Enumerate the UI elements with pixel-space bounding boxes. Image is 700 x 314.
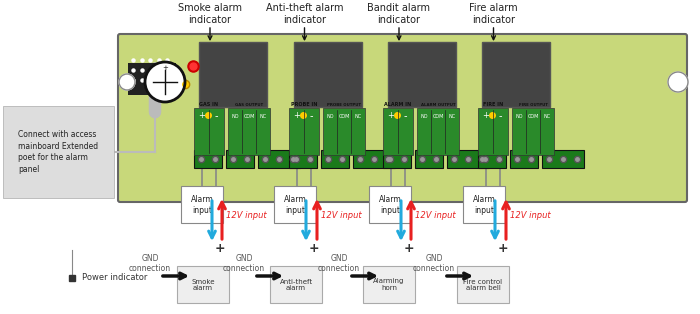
Text: Alarm
input: Alarm input	[379, 195, 401, 215]
Text: GND
connection: GND connection	[129, 254, 171, 273]
Text: NC: NC	[449, 113, 456, 118]
Text: GAS OUTPUT: GAS OUTPUT	[235, 103, 263, 107]
Text: 12V input: 12V input	[415, 210, 456, 219]
FancyBboxPatch shape	[321, 150, 349, 168]
Text: +: +	[404, 242, 414, 256]
Circle shape	[145, 62, 185, 102]
FancyBboxPatch shape	[226, 150, 254, 168]
Text: Alarm
input: Alarm input	[190, 195, 214, 215]
Text: Fire control
alarm bell: Fire control alarm bell	[463, 279, 503, 291]
FancyBboxPatch shape	[274, 186, 316, 223]
Text: PROBE OUTPUT: PROBE OUTPUT	[327, 103, 361, 107]
Text: FIRE OUTPUT: FIRE OUTPUT	[519, 103, 547, 107]
FancyBboxPatch shape	[177, 266, 229, 303]
Text: 12V input: 12V input	[226, 210, 267, 219]
FancyBboxPatch shape	[542, 150, 584, 168]
FancyBboxPatch shape	[128, 63, 176, 95]
FancyBboxPatch shape	[181, 186, 223, 223]
FancyBboxPatch shape	[369, 186, 411, 223]
Text: Fire alarm
indicator: Fire alarm indicator	[469, 3, 518, 25]
FancyBboxPatch shape	[417, 108, 459, 155]
Text: NO: NO	[231, 113, 239, 118]
Text: -: -	[403, 111, 407, 121]
Text: FIRE IN: FIRE IN	[483, 102, 503, 107]
Text: NO: NO	[420, 113, 428, 118]
FancyBboxPatch shape	[415, 150, 443, 168]
Text: +: +	[309, 242, 319, 256]
FancyBboxPatch shape	[199, 42, 267, 107]
FancyBboxPatch shape	[289, 150, 317, 168]
Text: NC: NC	[260, 113, 267, 118]
FancyBboxPatch shape	[482, 42, 550, 107]
FancyBboxPatch shape	[363, 266, 415, 303]
FancyBboxPatch shape	[118, 34, 687, 202]
Text: +: +	[199, 111, 205, 121]
FancyBboxPatch shape	[463, 186, 505, 223]
Text: COM: COM	[244, 113, 255, 118]
Text: +: +	[293, 111, 300, 121]
FancyBboxPatch shape	[478, 150, 506, 168]
Text: PROBE IN: PROBE IN	[290, 102, 317, 107]
Text: COM: COM	[338, 113, 350, 118]
FancyBboxPatch shape	[228, 108, 270, 155]
Text: Connect with access
mainboard Extended
poet for the alarm
panel: Connect with access mainboard Extended p…	[18, 130, 99, 174]
Text: NO: NO	[515, 113, 523, 118]
Text: GAS IN: GAS IN	[199, 102, 218, 107]
FancyBboxPatch shape	[457, 266, 509, 303]
Text: Alarming
horn: Alarming horn	[373, 279, 405, 291]
Text: +: +	[215, 242, 225, 256]
Circle shape	[119, 74, 135, 90]
Text: +: +	[388, 111, 394, 121]
FancyBboxPatch shape	[270, 266, 322, 303]
FancyBboxPatch shape	[478, 108, 508, 155]
FancyBboxPatch shape	[512, 108, 554, 155]
Text: Smoke
alarm: Smoke alarm	[191, 279, 215, 291]
Text: +: +	[162, 65, 168, 71]
FancyBboxPatch shape	[383, 108, 413, 155]
Text: -: -	[309, 111, 313, 121]
FancyBboxPatch shape	[447, 150, 489, 168]
Text: GND
connection: GND connection	[413, 254, 455, 273]
Text: GND
connection: GND connection	[223, 254, 265, 273]
Text: 12V input: 12V input	[510, 210, 551, 219]
Text: Alarm
input: Alarm input	[284, 195, 307, 215]
Text: GND
connection: GND connection	[318, 254, 360, 273]
FancyBboxPatch shape	[510, 150, 538, 168]
Text: 12V input: 12V input	[321, 210, 362, 219]
FancyBboxPatch shape	[383, 150, 411, 168]
Text: +: +	[482, 111, 489, 121]
Text: ALARM IN: ALARM IN	[384, 102, 412, 107]
FancyBboxPatch shape	[194, 108, 224, 155]
Text: +: +	[498, 242, 508, 256]
Circle shape	[668, 72, 688, 92]
FancyBboxPatch shape	[388, 42, 456, 107]
Text: NC: NC	[543, 113, 551, 118]
FancyBboxPatch shape	[353, 150, 395, 168]
Text: COM: COM	[527, 113, 539, 118]
Text: -: -	[214, 111, 218, 121]
Text: -: -	[498, 111, 502, 121]
FancyBboxPatch shape	[194, 150, 222, 168]
FancyBboxPatch shape	[289, 108, 319, 155]
Text: Power indicator: Power indicator	[82, 273, 148, 283]
Text: NC: NC	[354, 113, 362, 118]
Text: Anti-theft alarm
indicator: Anti-theft alarm indicator	[266, 3, 343, 25]
Text: COM: COM	[433, 113, 444, 118]
FancyBboxPatch shape	[3, 106, 114, 198]
Text: Alarm
input: Alarm input	[473, 195, 496, 215]
FancyBboxPatch shape	[323, 108, 365, 155]
Text: NO: NO	[326, 113, 334, 118]
FancyBboxPatch shape	[258, 150, 300, 168]
FancyBboxPatch shape	[294, 42, 362, 107]
Text: Anti-theft
alarm: Anti-theft alarm	[279, 279, 313, 291]
Text: Smoke alarm
indicator: Smoke alarm indicator	[178, 3, 242, 25]
Text: Bandit alarm
indicator: Bandit alarm indicator	[368, 3, 430, 25]
Text: ALARM OUTPUT: ALARM OUTPUT	[421, 103, 455, 107]
